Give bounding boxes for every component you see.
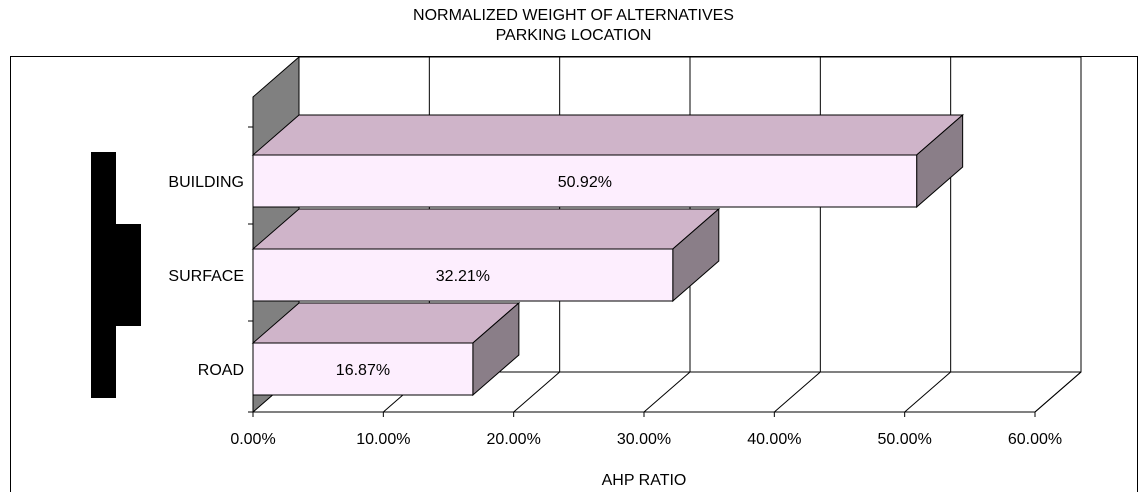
bar [252, 154, 918, 208]
category-label: BUILDING [168, 174, 244, 191]
data-label: 32.21% [436, 268, 490, 285]
x-tick-label: 10.00% [356, 431, 410, 448]
x-tick-label: 30.00% [617, 431, 671, 448]
bar-top [251, 208, 721, 250]
bar-top [251, 302, 521, 344]
data-label: 16.87% [336, 362, 390, 379]
category-label: ROAD [198, 362, 244, 379]
floor-gridline [643, 371, 691, 413]
category-label: SURFACE [168, 268, 244, 285]
floor-edge [1034, 371, 1082, 413]
bar-top [251, 114, 964, 156]
chart-subtitle: PARKING LOCATION [495, 27, 652, 44]
legend-marker [91, 152, 116, 398]
floor-gridline [774, 371, 821, 413]
floor-gridline [513, 371, 560, 413]
bar [252, 342, 474, 396]
x-tick-label: 40.00% [747, 431, 801, 448]
chart-title: NORMALIZED WEIGHT OF ALTERNATIVES [413, 7, 734, 24]
floor-gridline [904, 371, 951, 413]
x-tick-label: 50.00% [878, 431, 932, 448]
bar [252, 248, 674, 302]
x-tick-label: 0.00% [230, 431, 275, 448]
x-axis-label: AHP RATIO [602, 472, 687, 489]
legend-marker [116, 224, 141, 326]
x-tick-label: 20.00% [487, 431, 541, 448]
data-label: 50.92% [558, 174, 612, 191]
x-tick-label: 60.00% [1008, 431, 1062, 448]
